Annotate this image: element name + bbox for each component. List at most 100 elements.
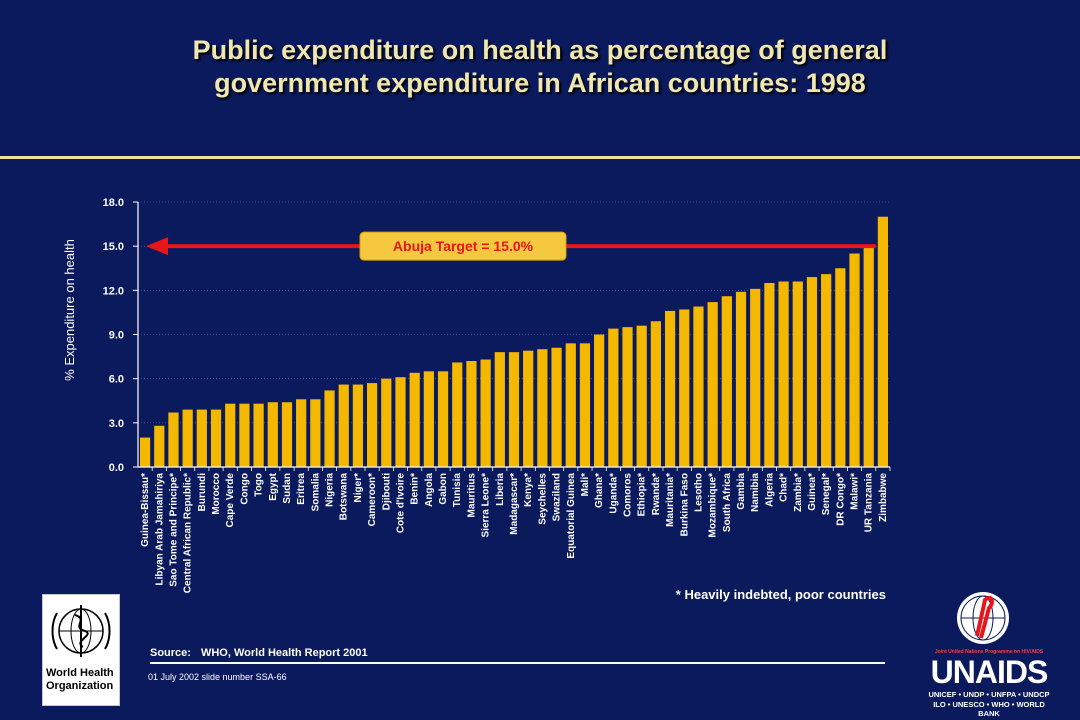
x-tick-label: Cote d'Ivoire <box>395 473 406 534</box>
bar <box>693 306 704 467</box>
bar <box>296 399 307 467</box>
unaids-name: UNAIDS <box>930 654 1049 690</box>
x-tick-label: Gambia <box>736 473 747 510</box>
y-tick-label: 0.0 <box>109 462 124 474</box>
y-tick-labels: 0.0 3.0 6.0 9.0 12.0 15.0 18.0 <box>103 197 124 474</box>
bar <box>324 390 335 467</box>
bar <box>395 377 406 467</box>
x-tick-label: Uganda* <box>608 473 619 514</box>
bar <box>551 347 562 467</box>
bar <box>664 310 676 467</box>
x-tick-label: Liberia <box>495 473 506 506</box>
x-tick-label: Madagascar* <box>509 473 520 535</box>
x-tick-label: Djibouti <box>381 473 392 510</box>
bar <box>523 350 534 467</box>
bar <box>792 281 803 467</box>
who-emblem-icon <box>51 605 111 657</box>
bar <box>821 274 832 467</box>
x-tick-label: Nigeria <box>325 473 336 507</box>
bar <box>196 409 207 467</box>
bar <box>565 343 576 467</box>
bar <box>267 402 278 467</box>
bar <box>210 409 222 467</box>
who-text-line-1: World Health <box>46 667 114 679</box>
x-tick-label: Seychelles <box>537 473 548 525</box>
x-tick-label: Guinea* <box>807 473 818 511</box>
x-tick-label: Chad* <box>779 473 790 502</box>
bar <box>650 321 661 467</box>
bar <box>508 352 520 467</box>
chart-bars <box>139 216 889 467</box>
x-tick-label: Ghana* <box>594 473 605 508</box>
bar <box>480 359 491 467</box>
who-text-line-2: Organization <box>46 680 114 692</box>
target-label: Abuja Target = 15.0% <box>393 238 534 254</box>
bar <box>622 327 633 467</box>
bar <box>863 247 874 467</box>
slide-title: Public expenditure on health as percenta… <box>60 34 1020 100</box>
x-tick-label: Equatorial Guinea <box>566 473 577 559</box>
bar <box>721 296 732 467</box>
bar <box>381 378 392 467</box>
bar <box>182 409 193 467</box>
bar <box>452 362 463 467</box>
x-tick-label: Somalia <box>310 473 321 512</box>
x-tick-label: DR Congo* <box>835 473 846 526</box>
bar <box>679 309 690 467</box>
x-tick-labels: Guinea-Bissau* Libyan Arab Jamahiriya Sao … <box>140 472 889 593</box>
x-tick-label: Senegal* <box>821 473 832 515</box>
x-tick-label: Egypt <box>268 472 279 500</box>
x-tick-label: Tunisia <box>452 473 463 508</box>
bar <box>579 343 591 467</box>
y-tick-label: 6.0 <box>109 374 124 386</box>
x-tick-label: South Africa <box>722 473 733 533</box>
unaids-partners-line-2: ILO • UNESCO • WHO • WORLD BANK <box>933 700 1045 718</box>
x-tick-label: Cape Verde <box>225 473 236 528</box>
x-tick-label: Mali* <box>580 473 591 496</box>
bar <box>281 402 293 467</box>
bar <box>409 372 420 467</box>
y-tick-label: 12.0 <box>103 285 124 297</box>
x-tick-label: Botswana <box>339 473 350 521</box>
x-tick-label: Rwanda* <box>651 473 662 515</box>
x-tick-label: Niger* <box>353 473 364 503</box>
x-tick-label: Comoros <box>623 473 634 517</box>
bar <box>352 384 364 467</box>
x-tick-label: Morocco <box>211 473 222 515</box>
x-tick-label: Central African Republic* <box>183 473 194 593</box>
bar <box>310 399 321 467</box>
unaids-tagline: Joint United Nations Programme on HIV/AI… <box>934 649 1044 655</box>
x-tick-label: Congo <box>239 473 250 505</box>
bar <box>806 277 818 467</box>
chart-axes <box>133 201 891 471</box>
bar <box>636 325 647 467</box>
x-tick-label: Sudan <box>282 473 293 504</box>
source-line: Source: WHO, World Health Report 2001 <box>150 647 368 659</box>
title-line-1: Public expenditure on health as percenta… <box>192 35 888 65</box>
x-tick-label: Malawi* <box>850 473 861 510</box>
x-tick-label: Zambia* <box>793 473 804 512</box>
x-tick-label: Togo <box>254 473 265 497</box>
target-arrow-icon <box>146 237 168 256</box>
x-tick-label: Libyan Arab Jamahiriya <box>154 473 165 586</box>
x-tick-label: Angola <box>424 473 435 507</box>
unaids-logo: Joint United Nations Programme on HIV/AI… <box>925 586 1053 718</box>
footnote: * Heavily indebted, poor countries <box>675 587 886 602</box>
title-line-2: government expenditure in African countr… <box>214 68 866 98</box>
x-tick-label: Swaziland <box>552 473 563 521</box>
x-tick-label: Sao Tome and Principe* <box>168 473 179 587</box>
bar <box>494 352 505 467</box>
x-tick-label: Mauritius <box>466 473 477 518</box>
x-tick-label: Mozambique* <box>708 473 719 538</box>
y-tick-label: 3.0 <box>109 418 124 430</box>
x-tick-label: UR Tanzania <box>864 473 875 533</box>
x-tick-label: Guinea-Bissau* <box>140 473 151 547</box>
y-tick-label: 9.0 <box>109 330 124 342</box>
x-tick-label: Sierra Leone* <box>481 473 492 538</box>
bar <box>239 403 250 467</box>
bar <box>764 282 775 467</box>
bar <box>877 216 889 467</box>
x-tick-label: Cameroon* <box>367 473 378 526</box>
bar <box>338 384 349 467</box>
